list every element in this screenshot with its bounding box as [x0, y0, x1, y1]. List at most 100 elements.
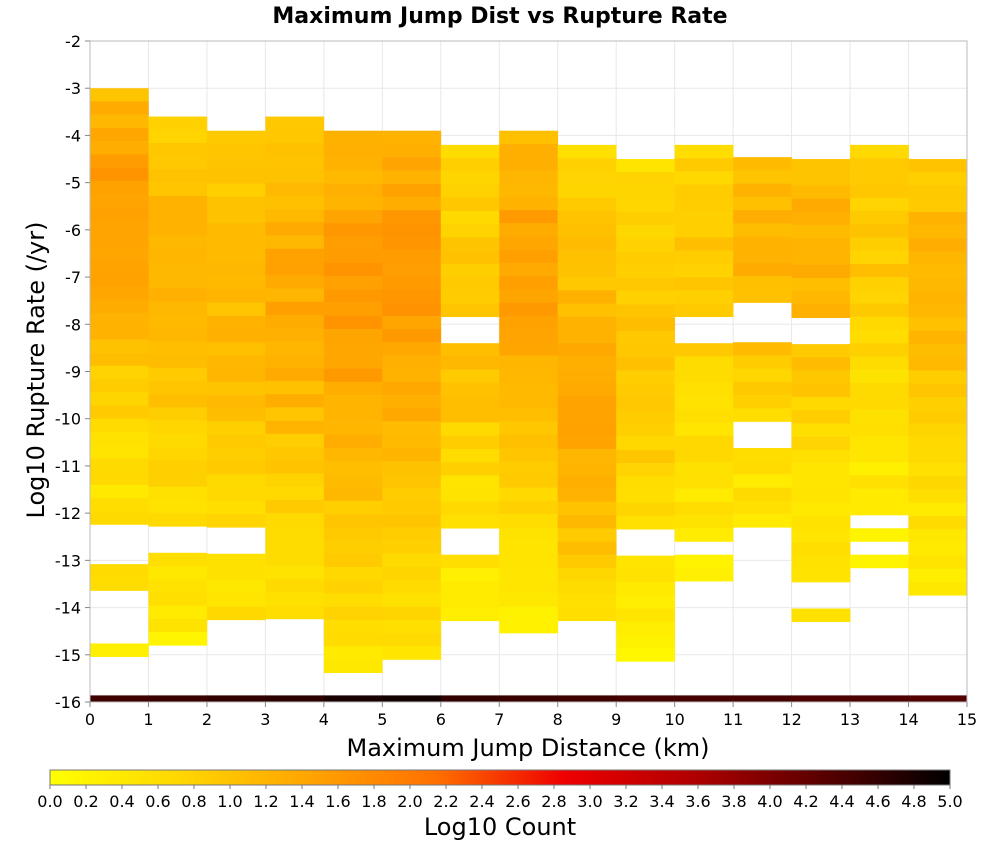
heatmap-cell: [616, 608, 675, 623]
heatmap-cell: [674, 356, 734, 370]
heatmap-cell: [908, 463, 968, 477]
heatmap-cell: [616, 198, 675, 213]
heatmap-cell: [265, 354, 325, 369]
heatmap-cell: [499, 447, 559, 462]
heatmap-cell: [499, 474, 559, 488]
y-tick-label: -11: [55, 457, 81, 476]
heatmap-cell: [323, 329, 383, 343]
y-tick-label: -6: [65, 221, 81, 240]
x-tick-label: 15: [957, 710, 977, 729]
heatmap-cell: [791, 463, 851, 477]
heatmap-cell: [557, 475, 617, 489]
colorbar-tick-label: 0.6: [145, 792, 170, 811]
heatmap-cell: [557, 581, 617, 595]
x-tick-label: 1: [143, 710, 153, 729]
heatmap-cell: [440, 237, 500, 251]
heatmap-cell: [382, 302, 442, 317]
heatmap-cell: [323, 276, 383, 290]
x-tick-label: 4: [319, 710, 329, 729]
heatmap-cell: [148, 341, 208, 355]
heatmap-cell: [206, 157, 266, 171]
y-tick-label: -4: [65, 126, 81, 145]
heatmap-cell: [499, 262, 559, 277]
heatmap-cell: [323, 368, 383, 383]
heatmap-cell: [148, 235, 208, 250]
x-tick-label: 3: [260, 710, 270, 729]
heatmap-cell: [616, 449, 675, 464]
y-tick-label: -12: [55, 504, 81, 523]
colorbar-tick-label: 2.2: [433, 792, 458, 811]
heatmap-cell: [148, 460, 208, 474]
heatmap-cell: [382, 514, 442, 528]
x-tick-label: 10: [664, 710, 684, 729]
heatmap-cell: [733, 249, 792, 264]
heatmap-cell: [440, 594, 500, 608]
heatmap-cell: [90, 154, 149, 168]
heatmap-cell: [440, 290, 500, 304]
heatmap-cell: [616, 463, 675, 477]
heatmap-cell: [791, 542, 851, 556]
colorbar-tick-label: 1.0: [217, 792, 242, 811]
heatmap-cell: [206, 170, 266, 184]
heatmap-cell: [323, 170, 383, 184]
heatmap-cell: [382, 421, 442, 436]
heatmap-cell: [733, 342, 792, 356]
heatmap-cell: [440, 158, 500, 172]
heatmap-cell: [733, 289, 792, 303]
heatmap-cell: [616, 502, 675, 517]
heatmap-cell: [323, 461, 383, 475]
heatmap-cell: [440, 435, 500, 450]
heatmap-cell: [440, 210, 500, 225]
heatmap-cell: [265, 367, 325, 382]
heatmap-cell: [499, 315, 559, 330]
heatmap-cell: [265, 407, 325, 421]
heatmap-cell: [265, 486, 325, 501]
y-tick-label: -9: [65, 363, 81, 382]
heatmap-cell: [382, 329, 442, 343]
heatmap-cell: [440, 515, 500, 529]
colorbar-tick-label: 0.4: [109, 792, 134, 811]
heatmap-cell: [850, 369, 909, 384]
heatmap-cell: [382, 606, 442, 621]
heatmap-cell: [90, 260, 149, 274]
heatmap-cell: [733, 236, 792, 250]
y-tick-label: -13: [55, 551, 81, 570]
heatmap-cell: [674, 210, 734, 225]
heatmap-cell: [733, 368, 792, 383]
heatmap-cell: [616, 344, 675, 358]
heatmap-cell: [850, 488, 909, 503]
heatmap-cell: [206, 342, 266, 356]
heatmap-cell: [440, 567, 500, 582]
heatmap-cell: [791, 304, 851, 318]
heatmap-cell: [616, 568, 675, 583]
heatmap-cell: [148, 486, 208, 501]
heatmap-cell: [791, 225, 851, 239]
heatmap-cell: [557, 422, 617, 437]
heatmap-cell: [616, 159, 675, 173]
heatmap-cell: [206, 474, 266, 488]
heatmap-cell: [557, 356, 617, 370]
heatmap-cell: [557, 541, 617, 555]
heatmap-cell: [323, 223, 383, 237]
heatmap-cell: [674, 171, 734, 185]
heatmap-cell: [440, 695, 500, 702]
heatmap-cell: [323, 646, 383, 660]
heatmap-cell: [323, 527, 383, 541]
heatmap-cell: [90, 471, 149, 486]
heatmap-cell: [850, 422, 909, 437]
heatmap-cell: [90, 326, 149, 340]
heatmap-cell: [850, 316, 909, 331]
colorbar-tick-label: 4.6: [865, 792, 890, 811]
heatmap-cell: [148, 579, 208, 593]
heatmap-cell: [733, 474, 792, 488]
heatmap-cell: [90, 101, 149, 115]
heatmap-cell: [674, 554, 734, 569]
colorbar-tick-label: 2.8: [541, 792, 566, 811]
heatmap-cell: [90, 286, 149, 301]
heatmap-cell: [206, 196, 266, 211]
heatmap-cell: [382, 500, 442, 515]
heatmap-cell: [148, 209, 208, 223]
heatmap-cell: [148, 314, 208, 329]
heatmap-cell: [557, 448, 617, 463]
heatmap-cell: [791, 502, 851, 517]
